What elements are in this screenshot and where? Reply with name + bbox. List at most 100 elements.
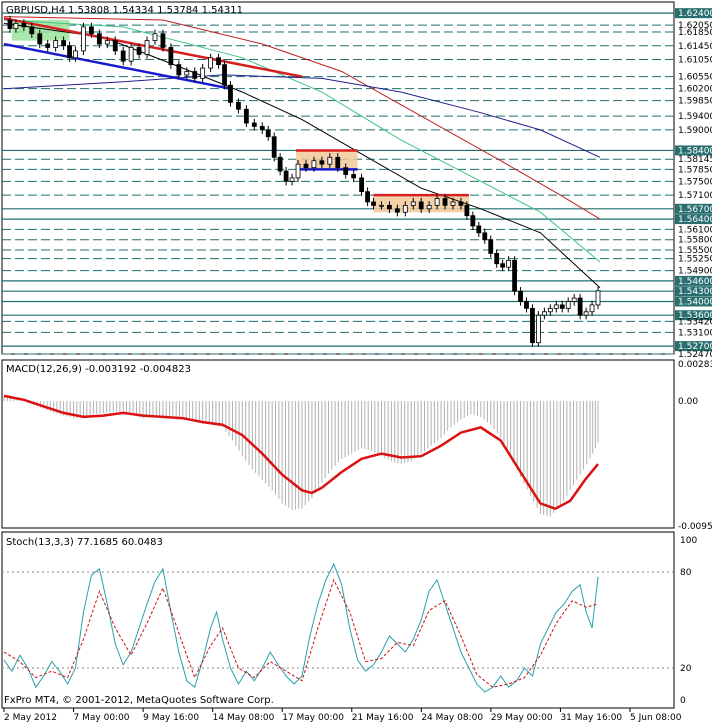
candle-body (583, 311, 589, 316)
candle-body (144, 40, 150, 55)
price-level-label: 1.61450 (678, 42, 712, 52)
price-level-box (675, 214, 712, 225)
candle-body (53, 40, 59, 48)
price-level-label: 1.60550 (678, 73, 712, 83)
candle-body (512, 259, 517, 292)
price-level-label: 1.58145 (678, 155, 712, 165)
candle-body (168, 47, 174, 66)
candle-body (365, 191, 370, 203)
candle-body (311, 160, 317, 169)
candle-body (589, 304, 595, 313)
candle-body (359, 177, 365, 193)
candle-body (530, 307, 535, 344)
candle-body (387, 204, 392, 210)
price-level-label: 1.61850 (678, 28, 712, 38)
candle-body (216, 57, 221, 66)
candle-body (192, 71, 198, 79)
candle-body (559, 304, 565, 309)
x-tick-label: 17 May 00:00 (282, 713, 344, 723)
candle-body (200, 67, 206, 79)
price-level-box (675, 341, 712, 352)
candle-body (89, 26, 94, 35)
candle-body (61, 40, 66, 47)
price-level-label: 1.56400 (678, 215, 712, 225)
candle-body (442, 198, 448, 206)
price-level-box (675, 203, 712, 214)
candle-body (371, 201, 376, 206)
macd-tick-label: -0.00952 (678, 522, 712, 532)
x-tick-label: 2 May 2012 (4, 713, 57, 723)
candle-body (450, 201, 456, 206)
x-tick-label: 9 May 16:00 (143, 713, 199, 723)
candle-body (73, 50, 78, 59)
candle-body (67, 45, 72, 59)
candle-body (236, 101, 241, 110)
price-level-label: 1.59850 (678, 97, 712, 107)
price-level-label: 1.57100 (678, 191, 712, 201)
moving-average-line (3, 19, 601, 263)
candle-body (104, 40, 110, 45)
x-tick-label: 29 May 00:00 (491, 713, 553, 723)
candle-body (464, 204, 470, 217)
candle-body (319, 160, 325, 165)
price-level-label: 1.53100 (678, 328, 712, 338)
candle-body (96, 33, 102, 45)
price-level-label: 1.56100 (678, 225, 712, 235)
candle-body (152, 33, 158, 42)
macd-histogram (3, 397, 599, 517)
stoch-tick-label: 20 (680, 664, 692, 674)
price-level-label: 1.53420 (678, 317, 712, 327)
symbol-label: GBPUSD,H4 (6, 5, 65, 16)
candle-body (518, 290, 523, 302)
price-level-label: 1.62050 (678, 21, 712, 31)
copyright-label: FxPro MT4, © 2001-2012, MetaQuotes Softw… (4, 695, 274, 706)
candle-body (13, 23, 19, 29)
candle-body (45, 43, 51, 48)
stoch-header: Stoch(13,3,3) 77.1685 60.0483 (6, 537, 163, 548)
candle-body (176, 64, 182, 76)
candle-body (112, 40, 118, 52)
price-level-label: 1.59400 (678, 112, 712, 122)
stoch-signal-line (3, 578, 599, 688)
macd-tick-label: 0.00283 (678, 360, 712, 370)
candle-body (410, 201, 416, 206)
price-level-box (675, 275, 712, 286)
macd-axis: 0.00283 0.00 -0.00952 (678, 360, 712, 532)
macd-signal-path (3, 394, 599, 511)
time-axis: 2 May 2012 7 May 00:00 9 May 16:00 14 May 0… (3, 708, 682, 723)
trendline (3, 42, 231, 90)
candle-body (160, 33, 166, 48)
candle-body (283, 170, 289, 182)
candle-body (506, 259, 512, 268)
candle-body (208, 57, 214, 69)
x-tick-label: 14 May 08:00 (213, 713, 275, 723)
price-level-label: 1.57500 (678, 177, 712, 187)
stoch-lines (3, 562, 599, 693)
candle-body (265, 129, 271, 138)
stoch-tick-label: 0 (680, 696, 686, 706)
candle-body (418, 201, 424, 210)
price-level-box (675, 8, 712, 19)
candle-body (351, 174, 357, 179)
candle-body (541, 311, 547, 316)
candle-body (222, 64, 227, 86)
candle-body (289, 177, 295, 182)
price-level-label: 1.62400 (678, 9, 712, 19)
price-level-label: 1.59000 (678, 126, 712, 136)
price-candles (7, 15, 601, 347)
x-tick-label: 5 Jun 08:00 (630, 713, 682, 723)
price-grid (2, 12, 674, 355)
highlight-box (296, 150, 358, 170)
candle-body (29, 26, 35, 35)
macd-signal-line (3, 394, 599, 511)
stoch-tick-label: 80 (680, 568, 692, 578)
price-level-label: 1.54000 (678, 297, 712, 307)
stoch-main-line (3, 562, 599, 693)
price-level-label: 1.55800 (678, 236, 712, 246)
candle-body (470, 215, 476, 227)
candle-body (184, 71, 190, 76)
trendlines (3, 17, 469, 197)
